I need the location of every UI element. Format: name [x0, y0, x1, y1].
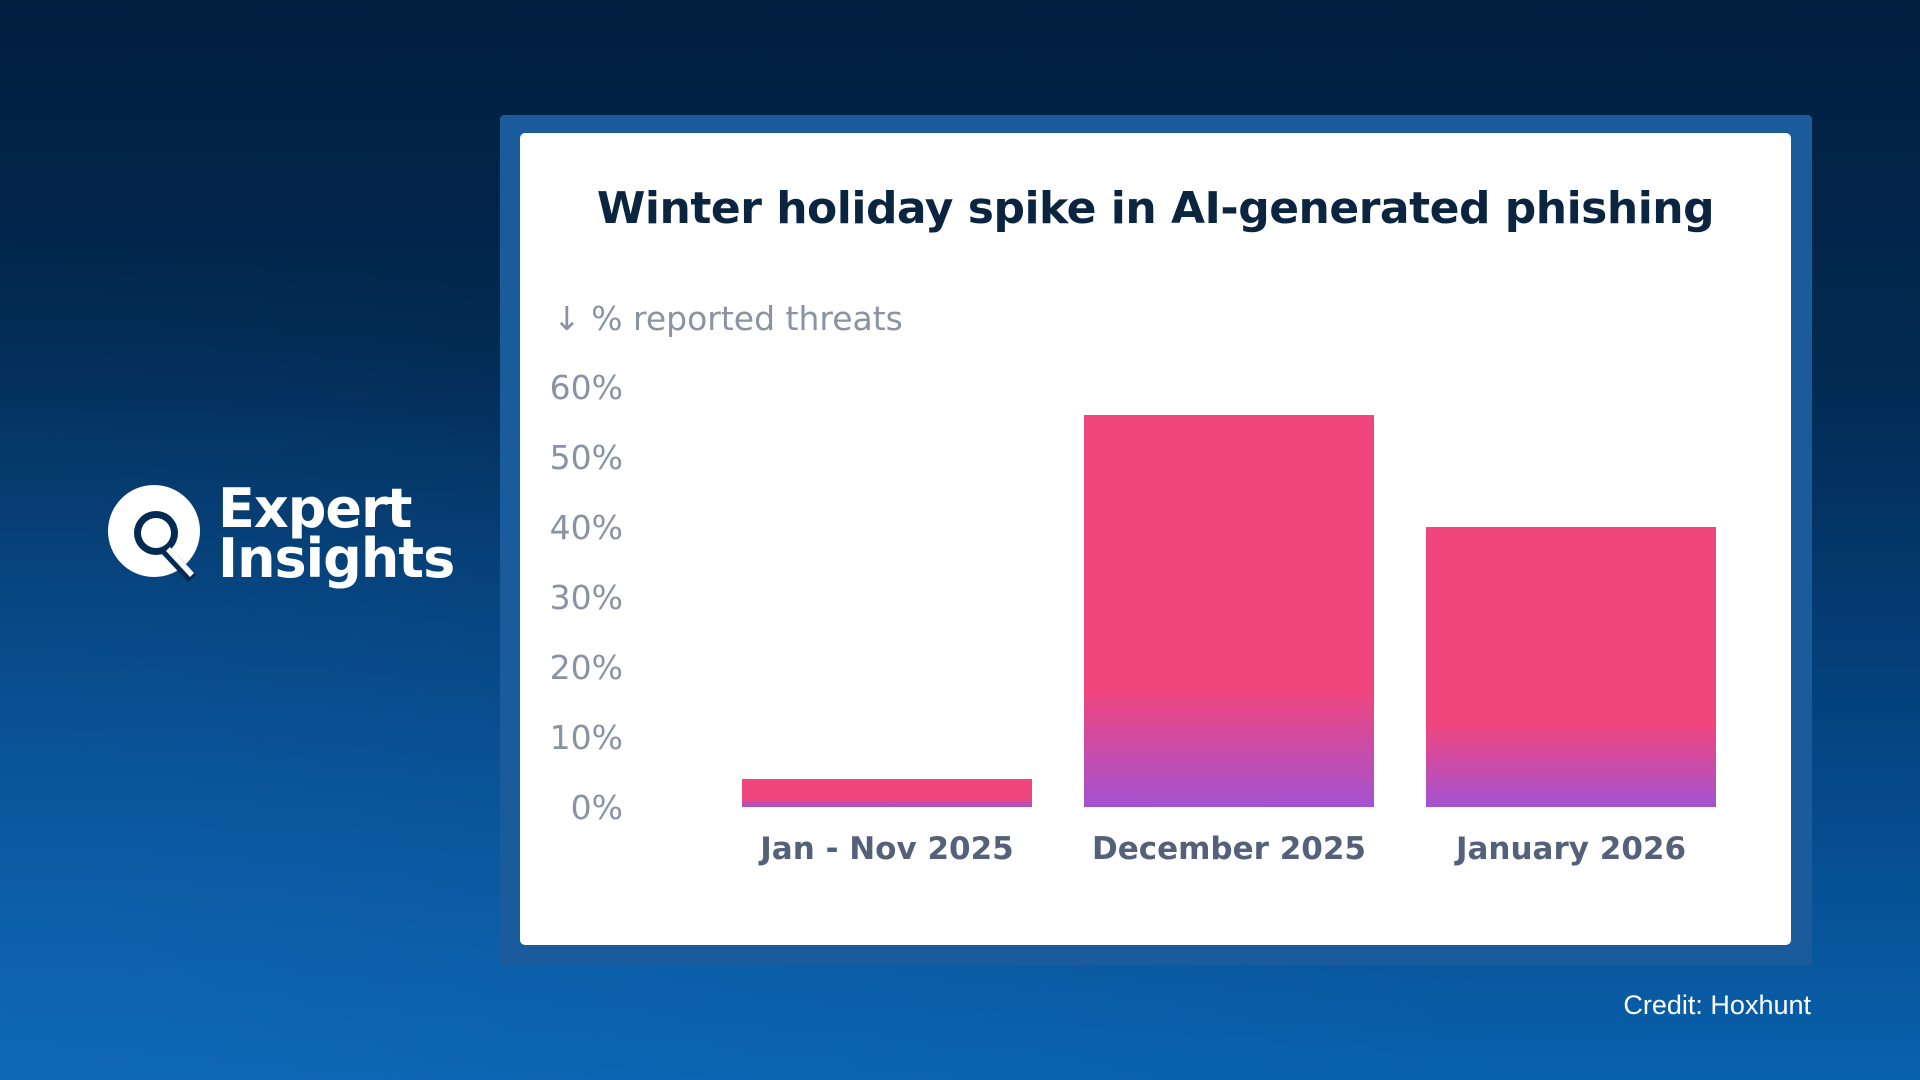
bar-chart: 0% 10% 20% 30% 40% 50% 60% Jan - Nov 2025 Decem… [550, 368, 1716, 867]
y-tick-label: 50% [550, 438, 623, 477]
credit-text: Credit: Hoxhunt [1623, 990, 1811, 1020]
bar [742, 779, 1032, 807]
y-tick-label: 30% [550, 578, 623, 617]
chart-card: Winter holiday spike in AI-generated phi… [520, 133, 1791, 945]
logo-wordmark: Expert Insights [218, 477, 455, 590]
bar [1426, 527, 1716, 807]
y-tick-label: 20% [550, 648, 623, 687]
logo-line-2: Insights [218, 527, 455, 590]
y-tick-label: 10% [550, 718, 623, 757]
y-axis-label: ↓ % reported threats [553, 299, 903, 338]
bar [1084, 415, 1374, 807]
expert-insights-logo: Expert Insights [108, 477, 455, 590]
x-category-label: January 2026 [1454, 831, 1686, 867]
magnifier-q-icon [108, 485, 200, 582]
logo-line-1: Expert [218, 477, 412, 540]
y-tick-label: 60% [550, 368, 623, 407]
y-tick-label: 40% [550, 508, 623, 547]
x-category-label: Jan - Nov 2025 [758, 831, 1014, 867]
x-category-label: December 2025 [1092, 831, 1366, 867]
y-tick-label: 0% [571, 788, 623, 827]
chart-title: Winter holiday spike in AI-generated phi… [596, 183, 1715, 234]
